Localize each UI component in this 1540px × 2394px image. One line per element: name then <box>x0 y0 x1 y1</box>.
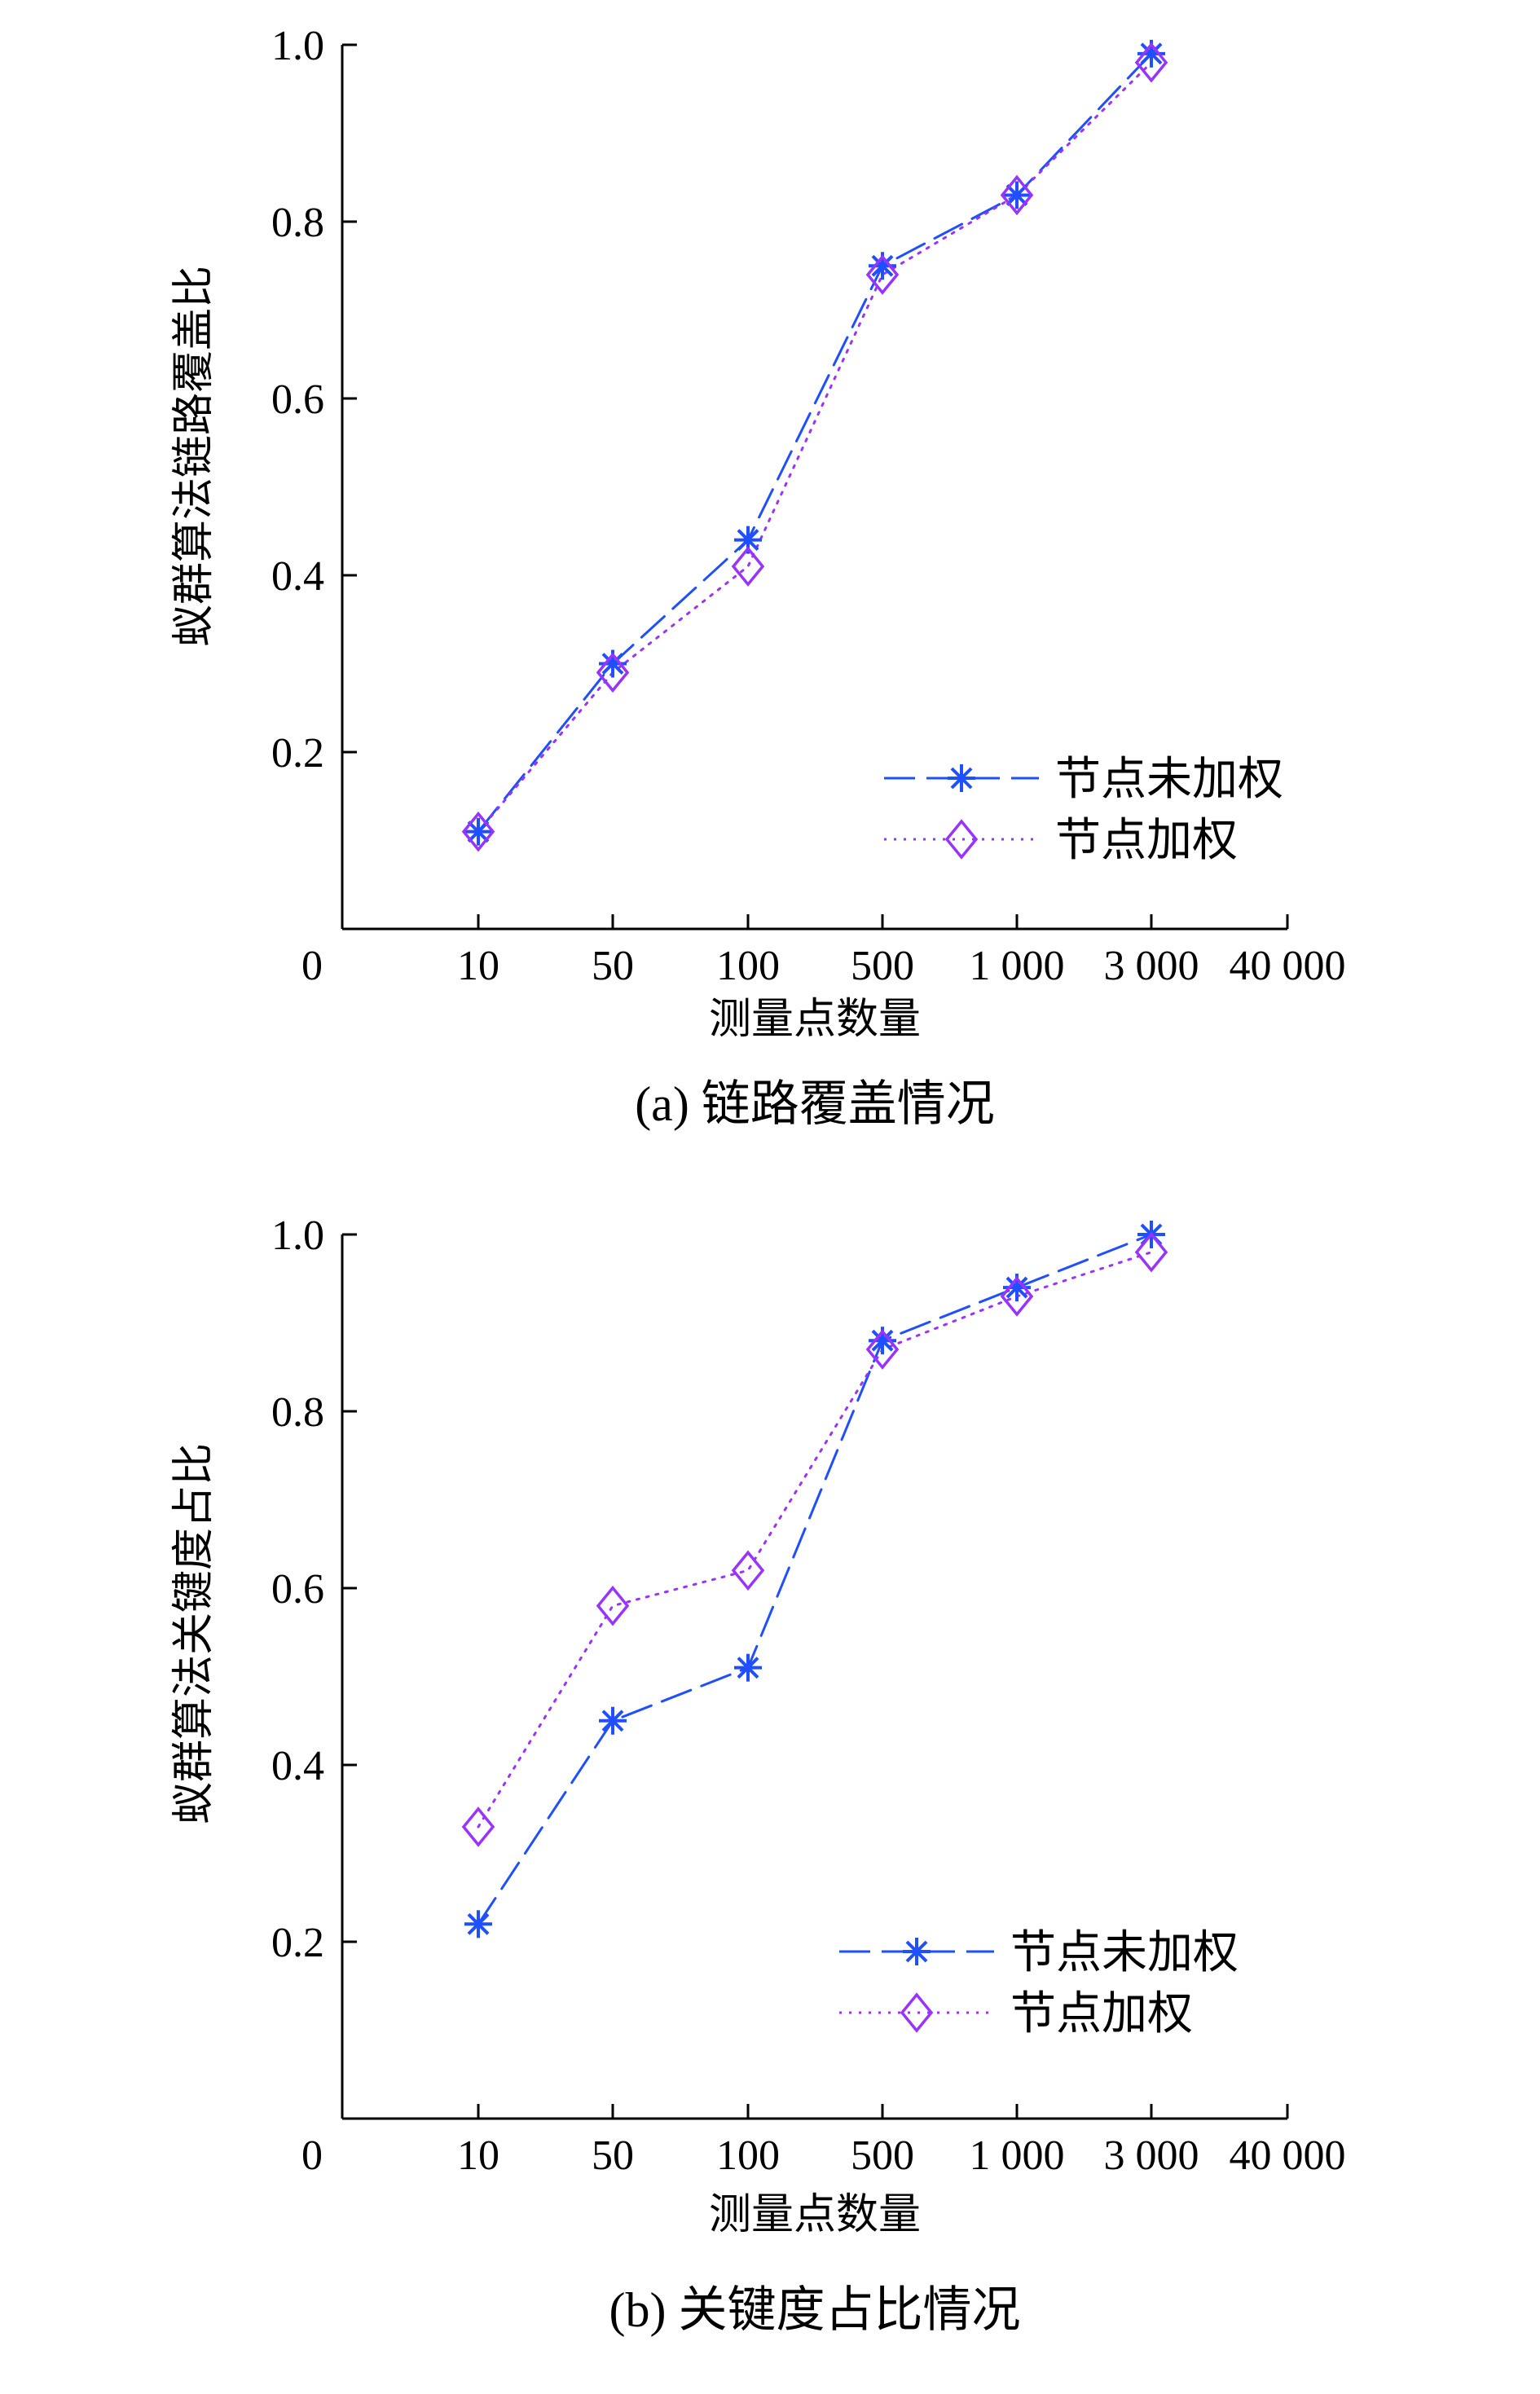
legend-label-1: 节点加权 <box>1055 814 1238 867</box>
series-lines-a <box>477 52 1153 834</box>
y-axis-title-a: 蚁群算法链路覆盖比 <box>169 266 218 647</box>
axes-a <box>341 45 1287 931</box>
x-tick-label: 3 000 <box>1104 2132 1199 2179</box>
x-tick-label: 1 000 <box>970 943 1065 989</box>
ticks-a: 0.2 0.4 0.6 0.8 1.0 0 10 50 100 500 1 000 3 000 40 0… <box>271 23 1346 989</box>
data-point-0-0 <box>464 817 492 846</box>
y-tick-label: 0.4 <box>271 1743 324 1789</box>
data-point-1-5 <box>1134 1231 1168 1273</box>
y-tick-label: 1.0 <box>271 1212 324 1259</box>
x-axis-title-a: 测量点数量 <box>709 995 921 1044</box>
y-tick-label: 0.6 <box>271 1566 324 1613</box>
x-tick-label: 50 <box>592 2132 634 2179</box>
x-tick-label: 500 <box>851 943 914 989</box>
series-line-1 <box>477 1251 1153 1829</box>
x-tick-label: 100 <box>716 943 780 989</box>
x-tick-label: 50 <box>592 943 634 989</box>
y-tick-label: 1.0 <box>271 23 324 69</box>
x-tick-label: 10 <box>457 2132 499 2179</box>
data-point-0-4 <box>1003 1274 1031 1302</box>
data-point-1-2 <box>731 546 765 587</box>
legend-marker-0 <box>948 764 975 792</box>
series-line-1 <box>477 61 1153 834</box>
data-point-1-0 <box>461 1807 495 1847</box>
data-point-0-0 <box>464 1910 492 1939</box>
series-line-0 <box>477 52 1153 834</box>
y-tick-label: 0.6 <box>271 376 324 423</box>
chart-panel-a: 0.2 0.4 0.6 0.8 1.0 0 10 50 100 500 1 000 3 000 40 0… <box>169 23 1346 1131</box>
data-point-0-2 <box>734 1653 762 1682</box>
series-markers-b <box>461 1221 1168 1939</box>
data-point-1-1 <box>596 652 630 693</box>
y-axis-title-b: 蚁群算法关键度占比 <box>169 1443 218 1824</box>
x-tick-label: 3 000 <box>1104 943 1199 989</box>
x-tick-label: 500 <box>851 2132 914 2179</box>
legend-marker-0 <box>903 1938 931 1965</box>
data-point-0-4 <box>1003 181 1031 209</box>
series-lines-b <box>477 1233 1153 1925</box>
x-tick-label: 40 000 <box>1230 943 1346 989</box>
caption-a: (a) 链路覆盖情况 <box>635 1077 995 1131</box>
data-point-1-1 <box>596 1585 630 1626</box>
chart-panel-b: 0.2 0.4 0.6 0.8 1.0 0 10 50 100 500 1 000 3 000 40 0… <box>169 1212 1346 2337</box>
y-tick-label: 0.8 <box>271 1389 324 1436</box>
x-tick-label: 10 <box>457 943 499 989</box>
x-tick-label: 40 000 <box>1230 2132 1346 2179</box>
y-tick-label: 0.2 <box>271 1920 324 1966</box>
x-tick-label: 1 000 <box>970 2132 1065 2179</box>
data-point-1-4 <box>1000 1276 1034 1317</box>
legend-label-0: 节点未加权 <box>1010 1926 1239 1979</box>
caption-b: (b) 关键度占比情况 <box>609 2283 1021 2337</box>
ticks-b: 0.2 0.4 0.6 0.8 1.0 0 10 50 100 500 1 000 3 000 40 0… <box>271 1212 1346 2179</box>
legend-label-1: 节点加权 <box>1010 1987 1193 2040</box>
data-point-1-0 <box>461 811 495 852</box>
legend-label-0: 节点未加权 <box>1055 753 1283 806</box>
y-tick-label: 0.4 <box>271 553 324 600</box>
data-point-1-3 <box>865 1329 900 1370</box>
x-axis-title-b: 测量点数量 <box>709 2190 921 2239</box>
legend-marker-1 <box>944 819 979 860</box>
series-markers-a <box>461 39 1168 852</box>
legend-marker-1 <box>900 1992 934 2033</box>
data-point-0-1 <box>599 1706 627 1735</box>
data-point-1-3 <box>865 254 900 295</box>
data-point-1-4 <box>1000 174 1034 216</box>
x-tick-label: 100 <box>716 2132 780 2179</box>
data-point-1-5 <box>1134 42 1168 83</box>
y-tick-label: 0.2 <box>271 730 324 777</box>
data-point-1-2 <box>731 1550 765 1591</box>
x-tick-label: 0 <box>301 2132 323 2179</box>
series-line-0 <box>477 1233 1153 1925</box>
axes-b <box>341 1234 1287 2120</box>
x-tick-label: 0 <box>301 943 323 989</box>
y-tick-label: 0.8 <box>271 200 324 246</box>
